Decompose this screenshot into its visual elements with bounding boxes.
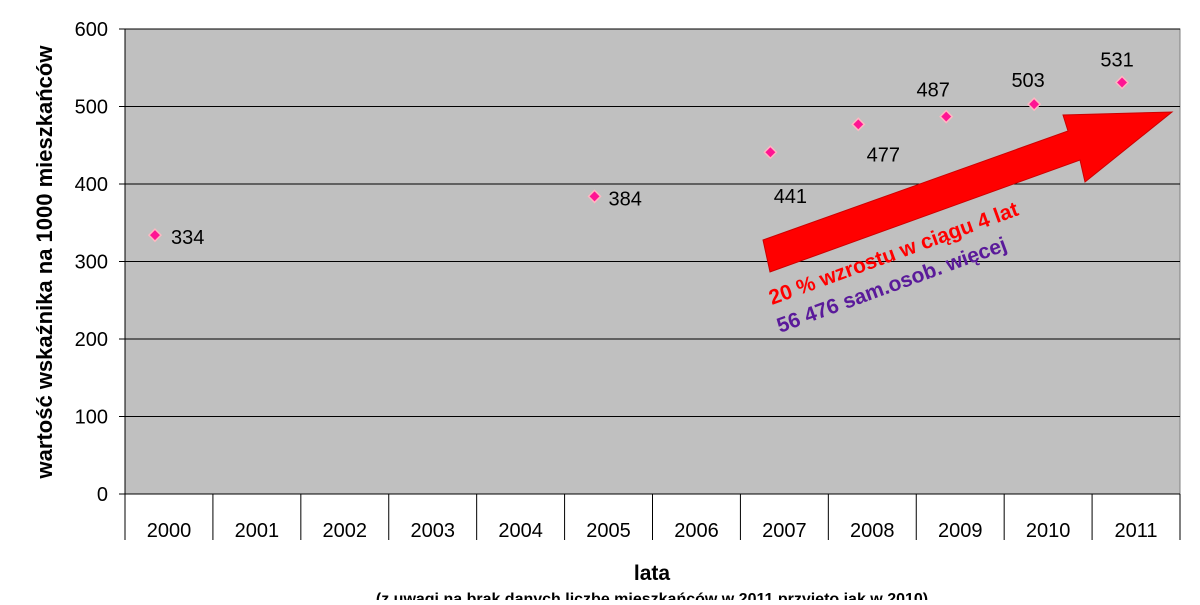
data-points [147, 75, 1130, 243]
x-tick-label: 2000 [147, 520, 192, 542]
footnote: (z uwagi na brak danych liczbę mieszkańc… [376, 591, 928, 600]
x-tick-label: 2011 [1115, 520, 1158, 542]
x-tick-label: 2004 [498, 520, 543, 542]
x-tick-label: 2001 [235, 520, 280, 542]
data-point-2007 [763, 145, 778, 160]
trend-arrow [762, 111, 1174, 273]
y-axis-title: wartość wskaźnika na 1000 mieszkańców [32, 45, 57, 480]
x-tick-label: 2002 [323, 520, 368, 542]
y-tick-label: 400 [75, 174, 108, 196]
x-tick-label: 2006 [674, 520, 719, 542]
data-label-2011: 531 [1100, 49, 1133, 71]
data-label-2007: 441 [774, 186, 807, 208]
y-tick-label: 600 [75, 19, 108, 41]
y-tick-label: 500 [75, 97, 108, 119]
x-axis-title: lata [634, 562, 671, 585]
data-point-2005 [587, 189, 602, 204]
x-tick-label: 2010 [1026, 520, 1071, 542]
data-label-2005: 384 [609, 188, 642, 210]
data-point-2010 [1027, 97, 1042, 112]
y-tick-label: 300 [75, 252, 108, 274]
x-tick-label: 2005 [586, 520, 631, 542]
x-tick-label: 2009 [938, 520, 983, 542]
axes [119, 28, 1181, 540]
data-labels: 334 384 441 477 487 503 531 [171, 49, 1134, 249]
data-label-2000: 334 [171, 227, 204, 249]
data-point-2000 [147, 228, 163, 243]
data-label-2010: 503 [1011, 70, 1044, 92]
gridlines [125, 28, 1180, 417]
data-label-2008: 477 [867, 144, 900, 166]
y-tick-label: 100 [75, 407, 108, 429]
data-point-2008 [851, 117, 866, 132]
y-tick-label: 0 [97, 484, 108, 506]
x-tick-labels: 2000 2001 2002 2003 2004 2005 2006 2007 2008 2009… [147, 520, 1158, 542]
data-point-2009 [939, 109, 954, 124]
y-tick-label: 200 [75, 329, 108, 351]
data-label-2009: 487 [917, 80, 950, 102]
x-tick-label: 2007 [762, 520, 807, 542]
y-tick-labels: 0 100 200 300 400 500 600 [75, 19, 108, 506]
x-tick-label: 2003 [410, 520, 455, 542]
x-tick-label: 2008 [850, 520, 895, 542]
data-point-2011 [1114, 75, 1130, 90]
